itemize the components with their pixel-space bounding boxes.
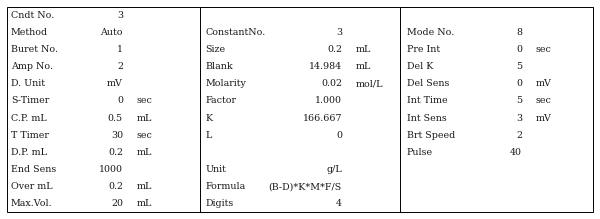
Text: Blank: Blank (205, 62, 233, 71)
Text: mV: mV (107, 79, 123, 88)
Text: 0: 0 (336, 131, 342, 140)
Text: mL: mL (356, 45, 371, 54)
Text: Size: Size (205, 45, 226, 54)
Text: g/L: g/L (326, 165, 342, 174)
Text: C.P. mL: C.P. mL (11, 114, 47, 123)
Text: 20: 20 (111, 199, 123, 208)
Text: 0.02: 0.02 (321, 79, 342, 88)
Text: Method: Method (11, 28, 48, 37)
Text: mL: mL (137, 114, 152, 123)
Text: Digits: Digits (205, 199, 233, 208)
Text: ConstantNo.: ConstantNo. (205, 28, 265, 37)
Text: Int Sens: Int Sens (407, 114, 446, 123)
Text: 1: 1 (117, 45, 123, 54)
Text: Molarity: Molarity (205, 79, 246, 88)
Text: 2: 2 (516, 131, 522, 140)
Text: mL: mL (137, 199, 152, 208)
Text: Formula: Formula (205, 182, 245, 191)
Text: Over mL: Over mL (11, 182, 52, 191)
Text: 8: 8 (516, 28, 522, 37)
Text: sec: sec (536, 45, 551, 54)
Text: 0.5: 0.5 (108, 114, 123, 123)
Text: Buret No.: Buret No. (11, 45, 58, 54)
Text: Pre Int: Pre Int (407, 45, 440, 54)
Text: sec: sec (137, 131, 152, 140)
Text: Int Time: Int Time (407, 96, 448, 105)
Text: T Timer: T Timer (11, 131, 49, 140)
Text: 5: 5 (516, 62, 522, 71)
Text: 3: 3 (117, 11, 123, 20)
Text: S-Timer: S-Timer (11, 96, 49, 105)
Text: 3: 3 (516, 114, 522, 123)
Text: sec: sec (137, 96, 152, 105)
Text: mV: mV (536, 79, 551, 88)
Text: 5: 5 (516, 96, 522, 105)
Text: Del Sens: Del Sens (407, 79, 449, 88)
Text: 0: 0 (117, 96, 123, 105)
Text: End Sens: End Sens (11, 165, 56, 174)
Text: 2: 2 (117, 62, 123, 71)
Text: 0.2: 0.2 (108, 148, 123, 157)
Text: L: L (205, 131, 212, 140)
Text: 1.000: 1.000 (315, 96, 342, 105)
Text: mL: mL (356, 62, 371, 71)
Text: 0.2: 0.2 (327, 45, 342, 54)
Text: D.P. mL: D.P. mL (11, 148, 47, 157)
Text: 1000: 1000 (99, 165, 123, 174)
Text: mol/L: mol/L (356, 79, 383, 88)
Text: Mode No.: Mode No. (407, 28, 454, 37)
Text: Auto: Auto (100, 28, 123, 37)
Text: 30: 30 (111, 131, 123, 140)
Text: Unit: Unit (205, 165, 226, 174)
Text: Pulse: Pulse (407, 148, 433, 157)
Text: 0: 0 (516, 45, 522, 54)
Text: Factor: Factor (205, 96, 236, 105)
Text: 0.2: 0.2 (108, 182, 123, 191)
Text: Max.Vol.: Max.Vol. (11, 199, 52, 208)
Text: 4: 4 (336, 199, 342, 208)
Text: Cndt No.: Cndt No. (11, 11, 54, 20)
Text: K: K (205, 114, 212, 123)
Text: 166.667: 166.667 (302, 114, 342, 123)
Text: mV: mV (536, 114, 551, 123)
Text: sec: sec (536, 96, 551, 105)
Text: (B-D)*K*M*F/S: (B-D)*K*M*F/S (269, 182, 342, 191)
Text: 0: 0 (516, 79, 522, 88)
Text: mL: mL (137, 148, 152, 157)
Text: mL: mL (137, 182, 152, 191)
Text: D. Unit: D. Unit (11, 79, 45, 88)
Text: 40: 40 (510, 148, 522, 157)
Text: Brt Speed: Brt Speed (407, 131, 455, 140)
Text: Del K: Del K (407, 62, 433, 71)
Text: 3: 3 (336, 28, 342, 37)
Text: 14.984: 14.984 (309, 62, 342, 71)
Text: Amp No.: Amp No. (11, 62, 53, 71)
